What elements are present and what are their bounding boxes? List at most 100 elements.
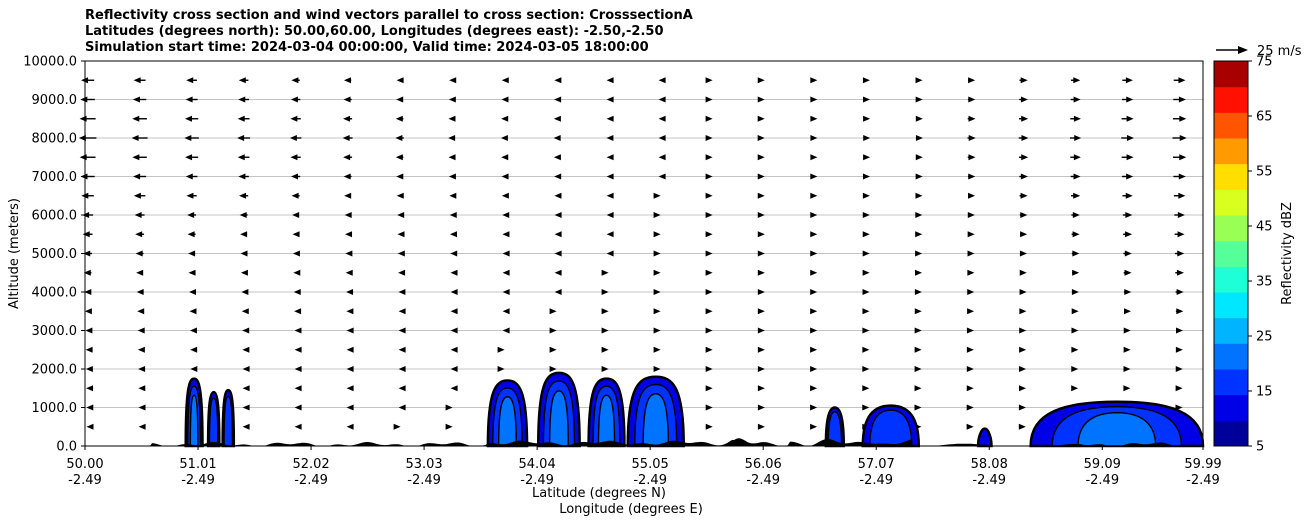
wind-arrow-head: [242, 327, 250, 334]
wind-arrow-head: [1021, 115, 1029, 122]
wind-arrow: [1123, 308, 1131, 315]
wind-arrow-head: [862, 289, 870, 295]
y-tick-label: 6000.0: [32, 209, 78, 224]
wind-arrow: [810, 192, 818, 199]
wind-arrow-head: [967, 308, 975, 315]
wind-arrow-head: [1177, 231, 1185, 238]
wind-arrow-head: [915, 231, 923, 238]
wind-arrow-head: [136, 269, 144, 276]
wind-arrow: [554, 173, 562, 180]
wind-arrow: [136, 289, 144, 295]
wind-arrow: [914, 327, 922, 334]
wind-arrow-head: [915, 212, 923, 218]
wind-arrow-head: [554, 212, 562, 218]
wind-arrow: [601, 308, 609, 315]
wind-arrow-head: [397, 250, 405, 257]
wind-arrow: [137, 346, 145, 353]
wind-arrow: [705, 346, 713, 353]
wind-arrow: [862, 404, 870, 411]
wind-arrow-head: [1123, 308, 1131, 315]
wind-arrow: [294, 423, 302, 430]
wind-arrow-head: [450, 346, 458, 353]
wind-arrow: [1175, 346, 1183, 353]
wind-arrow: [1123, 385, 1131, 392]
wind-arrow-head: [398, 289, 406, 295]
wind-arrow: [915, 250, 923, 257]
wind-arrow-head: [133, 173, 141, 180]
colorbar-swatch: [1214, 420, 1248, 447]
wind-arrow-head: [1176, 289, 1184, 295]
wind-arrow-head: [290, 96, 298, 103]
wind-arrow: [862, 173, 870, 180]
wind-arrow: [1019, 173, 1028, 180]
chart-title: Reflectivity cross section and wind vect…: [85, 8, 693, 56]
wind-arrow: [810, 173, 818, 180]
wind-arrow-head: [395, 115, 403, 122]
wind-arrow-head: [705, 250, 713, 257]
wind-arrow-head: [653, 212, 661, 218]
wind-arrow: [967, 308, 975, 315]
x-tick-label-lon: -2.49: [633, 473, 667, 488]
wind-arrow: [653, 327, 661, 334]
wind-arrow: [237, 135, 251, 141]
wind-arrow-head: [345, 231, 353, 238]
wind-arrow-head: [185, 154, 193, 161]
wind-arrow: [601, 327, 609, 334]
wind-arrow-head: [83, 250, 91, 257]
wind-arrow-head: [862, 346, 870, 353]
wind-arrow: [395, 154, 404, 161]
wind-arrow: [86, 404, 94, 411]
wind-arrow-head: [862, 327, 870, 334]
wind-arrow-head: [1124, 289, 1132, 295]
wind-arrow: [705, 404, 713, 411]
wind-arrow-head: [863, 154, 871, 161]
wind-arrow-head: [914, 327, 922, 334]
wind-arrow-head: [82, 212, 90, 218]
wind-arrow: [863, 154, 871, 161]
wind-arrow: [915, 212, 923, 218]
wind-arrow: [653, 231, 661, 238]
wind-arrow: [1070, 154, 1081, 161]
reflectivity-contours: [184, 371, 1205, 448]
wind-arrow: [393, 423, 401, 430]
wind-arrow-head: [705, 96, 713, 103]
wind-arrow: [449, 212, 457, 218]
wind-arrow: [138, 423, 146, 430]
wind-arrow: [1121, 154, 1134, 161]
wind-arrow: [757, 212, 765, 218]
wind-arrow-head: [1123, 385, 1131, 392]
wind-arrow-head: [705, 289, 713, 295]
wind-arrow-head: [862, 77, 870, 84]
wind-arrow-head: [189, 327, 197, 334]
wind-arrow: [79, 154, 96, 161]
wind-arrow: [757, 192, 765, 199]
wind-arrow: [343, 173, 352, 180]
wind-arrow-head: [966, 404, 974, 411]
wind-arrow: [658, 135, 666, 141]
wind-arrow: [398, 289, 406, 295]
wind-arrow-head: [810, 404, 818, 411]
wind-arrow-head: [1179, 115, 1187, 122]
wind-arrow-head: [1124, 250, 1132, 257]
wind-arrow-head: [862, 385, 870, 392]
title-line-1: Reflectivity cross section and wind vect…: [85, 8, 693, 23]
wind-arrow: [554, 250, 562, 257]
wind-arrow: [549, 346, 557, 353]
wind-arrow: [497, 366, 505, 372]
wind-arrow-head: [1074, 135, 1082, 141]
wind-arrow-head: [810, 327, 818, 334]
y-tick-label: 4000.0: [32, 286, 78, 301]
wind-arrow: [653, 212, 661, 218]
wind-arrow: [240, 250, 248, 257]
quiver-key: 25 m/s: [1216, 44, 1302, 59]
wind-arrow-head: [497, 366, 505, 372]
wind-arrow: [1123, 250, 1132, 257]
wind-arrow-head: [549, 327, 557, 334]
wind-arrow-head: [188, 269, 196, 276]
wind-arrow-head: [862, 404, 870, 411]
wind-arrow-head: [757, 231, 765, 238]
wind-arrow: [810, 404, 818, 411]
wind-arrow-head: [549, 366, 557, 372]
wind-arrow-head: [294, 385, 302, 392]
wind-arrow-head: [554, 173, 562, 180]
